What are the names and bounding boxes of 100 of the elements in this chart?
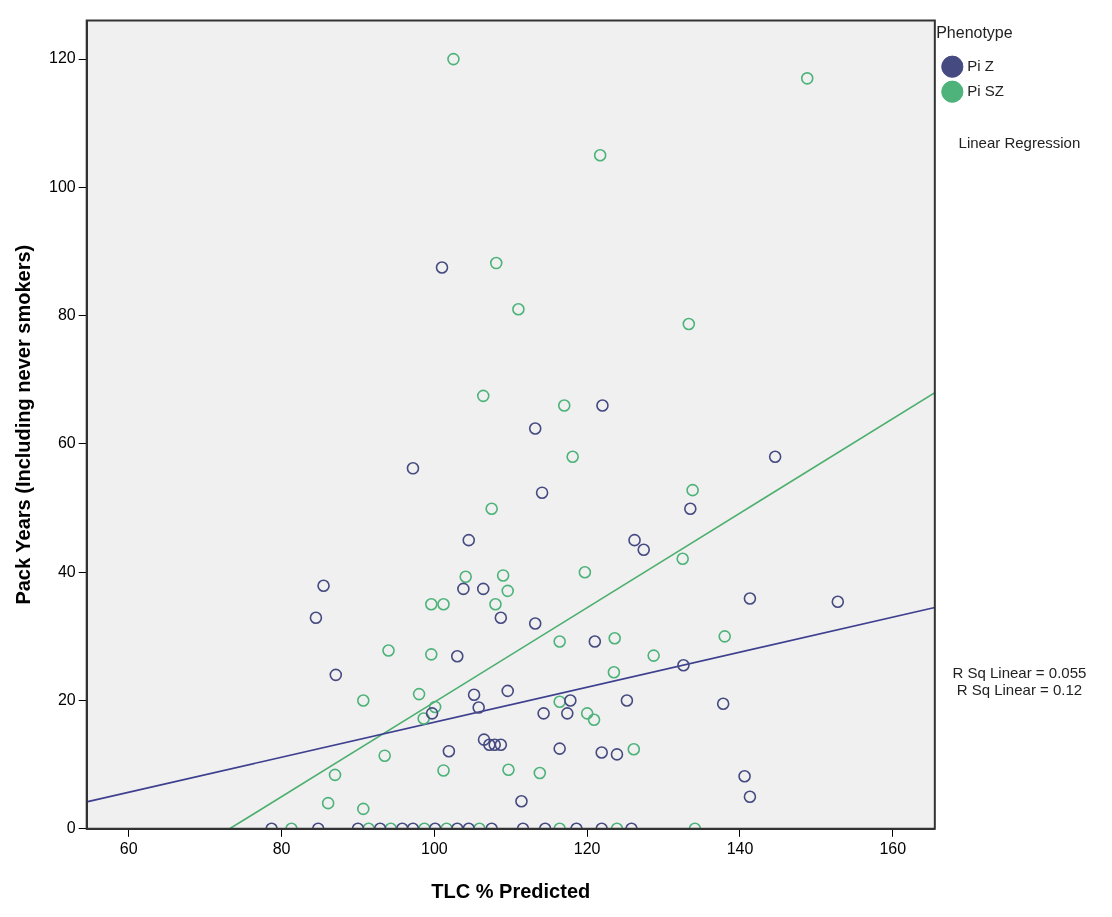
point <box>561 707 574 720</box>
point <box>317 579 330 592</box>
point <box>477 733 491 746</box>
point <box>588 635 602 648</box>
point <box>425 648 438 661</box>
point <box>676 552 689 566</box>
point <box>447 52 460 66</box>
point <box>356 694 370 707</box>
point <box>608 632 621 645</box>
x-tick-label: 160 <box>879 839 907 857</box>
point <box>321 796 335 810</box>
point <box>329 668 343 682</box>
x-tick-label: 100 <box>421 839 448 857</box>
point <box>553 635 566 648</box>
point <box>587 713 601 727</box>
point <box>489 598 502 611</box>
point <box>501 584 514 598</box>
point <box>718 630 732 643</box>
point <box>494 611 508 625</box>
point <box>417 712 430 725</box>
point <box>528 617 542 630</box>
y-tick-label: 80 <box>57 306 76 324</box>
x-tick-label: 80 <box>272 839 291 857</box>
point <box>528 422 542 435</box>
point <box>328 768 342 782</box>
point <box>489 256 503 270</box>
y-tick-label: 100 <box>48 177 76 195</box>
point <box>682 317 696 331</box>
point <box>425 598 438 611</box>
point <box>596 399 609 412</box>
y-tick-label: 0 <box>66 819 76 837</box>
point <box>686 483 699 497</box>
point <box>677 658 690 672</box>
point <box>743 592 757 605</box>
point <box>831 595 845 609</box>
y-tick-label: 20 <box>57 690 76 708</box>
point <box>595 746 608 759</box>
point <box>628 533 641 547</box>
text: Linear Regression <box>958 134 1081 152</box>
y-axis-title: Pack Years (Including never smokers) <box>11 244 34 605</box>
point <box>566 450 579 464</box>
point <box>553 742 566 755</box>
y-tick-label: 120 <box>48 49 76 67</box>
point <box>537 707 550 720</box>
point <box>533 766 547 780</box>
point <box>496 569 510 582</box>
x-tick-label: 60 <box>119 839 138 857</box>
point <box>768 450 782 464</box>
point <box>610 748 624 761</box>
point <box>716 697 730 711</box>
point <box>467 688 481 702</box>
point <box>620 694 634 707</box>
text: R Sq Linear = 0.055 <box>952 663 1087 681</box>
point <box>412 687 426 701</box>
point <box>494 738 508 752</box>
point <box>472 701 485 714</box>
point <box>743 790 757 804</box>
point <box>578 565 592 579</box>
point <box>553 695 566 709</box>
point <box>502 763 515 777</box>
point <box>450 649 464 663</box>
point <box>356 802 370 816</box>
point <box>442 744 456 758</box>
y-tick-label: 60 <box>57 434 76 452</box>
point <box>437 598 450 611</box>
point <box>425 707 439 720</box>
point <box>564 694 577 707</box>
point <box>515 794 528 808</box>
point <box>457 582 470 596</box>
legend-label: Pi Z <box>967 56 994 74</box>
point <box>580 707 594 720</box>
point <box>684 502 697 516</box>
y-tick-label: 40 <box>57 562 76 580</box>
point <box>607 665 621 679</box>
point <box>501 684 514 698</box>
point <box>459 570 472 584</box>
point <box>476 582 490 596</box>
point <box>406 462 420 475</box>
point <box>382 644 395 657</box>
point <box>637 543 651 557</box>
legend-label: Pi SZ <box>967 81 1005 99</box>
point <box>627 742 641 756</box>
point <box>535 486 549 499</box>
legend-title: Phenotype <box>936 24 1013 42</box>
x-tick-label: 120 <box>573 839 601 857</box>
point <box>476 389 490 403</box>
point <box>437 764 450 777</box>
point <box>738 769 751 783</box>
point <box>483 738 496 752</box>
point <box>462 533 476 547</box>
point <box>485 502 498 516</box>
point <box>428 700 442 714</box>
text: R Sq Linear = 0.12 <box>956 680 1083 698</box>
x-axis-title: TLC % Predicted <box>431 879 591 902</box>
point <box>800 72 814 85</box>
point <box>378 749 391 762</box>
point <box>557 399 571 412</box>
point <box>488 738 502 752</box>
point <box>512 302 525 316</box>
point <box>309 611 323 625</box>
